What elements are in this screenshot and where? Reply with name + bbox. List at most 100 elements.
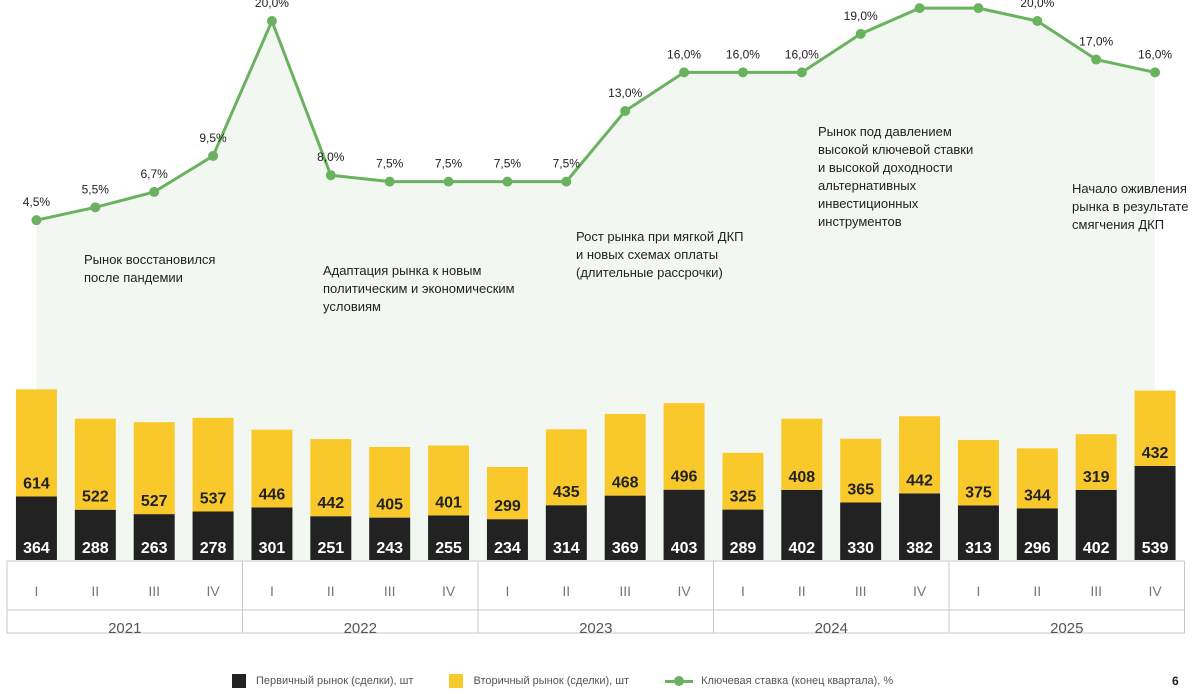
bar-primary-label: 382 xyxy=(906,540,933,557)
bar-primary xyxy=(545,505,587,560)
bar-secondary-label: 344 xyxy=(1024,487,1051,504)
bar-primary xyxy=(251,507,293,560)
annotation-line: рынка в результате xyxy=(1072,199,1188,214)
bar-primary-label: 313 xyxy=(965,540,992,557)
bar-primary-label: 330 xyxy=(847,540,874,557)
annotations: Рынок восстановился после пандемии Адаптац… xyxy=(84,124,1188,314)
x-axis: I II III IV I II III IV I II III IV I II III IV I II III IV… xyxy=(6,560,1185,637)
annotation-line: и высокой доходности xyxy=(818,160,953,175)
bar-primary-label: 296 xyxy=(1024,540,1051,557)
bar-secondary-label: 401 xyxy=(435,495,462,512)
key-rate-point xyxy=(502,176,513,187)
legend-item-key-rate: Ключевая ставка (конец квартала), % xyxy=(665,675,893,687)
bar-secondary-label: 537 xyxy=(200,490,227,507)
bar-primary xyxy=(15,496,57,560)
bar-primary xyxy=(1134,465,1176,560)
legend-item-primary: Первичный рынок (сделки), шт xyxy=(232,674,413,688)
bar-secondary-label: 614 xyxy=(23,475,50,492)
key-rate-label: 19,0% xyxy=(844,9,878,23)
legend-item-secondary: Вторичный рынок (сделки), шт xyxy=(449,674,629,688)
key-rate-point xyxy=(266,16,277,26)
bar-primary-label: 314 xyxy=(553,540,580,557)
key-rate-point xyxy=(1032,16,1043,26)
bar-primary xyxy=(604,495,646,560)
rate-area-fill xyxy=(36,8,1156,560)
bar-secondary xyxy=(604,413,646,496)
bar-primary xyxy=(899,493,941,560)
annotation-line: Начало оживления xyxy=(1072,181,1187,196)
key-rate-point xyxy=(443,176,454,187)
key-rate-point xyxy=(620,105,631,116)
bar-primary xyxy=(722,509,764,560)
key-rate-label: 4,5% xyxy=(23,195,51,209)
key-rate-label: 13,0% xyxy=(608,86,642,100)
quarter-label: III xyxy=(1090,583,1102,599)
bar-secondary xyxy=(369,446,411,518)
bar-secondary xyxy=(251,429,293,508)
key-rate-label: 7,5% xyxy=(494,157,522,171)
bar-secondary xyxy=(74,418,116,510)
annotation-line: высокой ключевой ставки xyxy=(818,142,973,157)
key-rate-label: 9,5% xyxy=(199,131,227,145)
bar-secondary-label: 408 xyxy=(788,469,815,486)
key-rate-point xyxy=(1150,67,1161,78)
key-rate-label: 7,5% xyxy=(376,157,404,171)
annotation-line: Адаптация рынка к новым xyxy=(323,263,481,278)
legend-label-key-rate: Ключевая ставка (конец квартала), % xyxy=(701,675,894,687)
annotation-line: Рынок восстановился xyxy=(84,252,215,267)
key-rate-points: 4,5% 5,5% 6,7% 9,5% 20,0% 8,0% 7,5% 7,5% 7,5% 7,5… xyxy=(23,0,1172,226)
bar-secondary xyxy=(133,422,175,515)
quarter-label: II xyxy=(1033,583,1041,599)
key-rate-point xyxy=(31,215,42,226)
key-rate-label: 7,5% xyxy=(553,157,581,171)
bar-secondary-label: 522 xyxy=(82,489,109,506)
key-rate-label: 6,7% xyxy=(141,167,169,181)
annotation-line: условиям xyxy=(323,299,381,314)
legend-label-primary: Первичный рынок (сделки), шт xyxy=(256,675,414,687)
year-label: 2023 xyxy=(579,620,612,637)
annotation-line: смягчения ДКП xyxy=(1072,217,1164,232)
bar-primary xyxy=(369,517,411,560)
bar-secondary-label: 405 xyxy=(376,497,403,514)
quarter-label: III xyxy=(148,583,160,599)
bar-secondary-label: 365 xyxy=(847,481,874,498)
bar-secondary-label: 432 xyxy=(1142,445,1169,462)
key-rate-label: 20,0% xyxy=(255,0,289,10)
quarter-label: I xyxy=(741,583,745,599)
bar-primary xyxy=(1075,489,1117,560)
bar-primary xyxy=(957,505,999,560)
year-label: 2022 xyxy=(344,620,377,637)
bar-primary xyxy=(192,511,234,560)
quarter-label: I xyxy=(976,583,980,599)
quarter-label: II xyxy=(798,583,806,599)
key-rate-point xyxy=(855,28,866,39)
bar-secondary xyxy=(781,418,823,490)
year-label: 2025 xyxy=(1050,620,1083,637)
bar-primary-label: 251 xyxy=(317,540,344,557)
bar-secondary xyxy=(310,439,352,517)
bar-primary-label: 402 xyxy=(788,540,815,557)
bar-secondary xyxy=(15,389,57,497)
annotation-line: (длительные рассрочки) xyxy=(576,265,723,280)
annotation-line: инвестиционных xyxy=(818,196,919,211)
bar-primary-label: 403 xyxy=(671,540,698,557)
quarter-label: III xyxy=(855,583,867,599)
key-rate-label: 16,0% xyxy=(1138,47,1172,61)
bar-primary xyxy=(781,489,823,560)
bar-primary xyxy=(310,516,352,560)
key-rate-point xyxy=(325,170,336,181)
bar-secondary xyxy=(192,417,234,512)
annotation: Адаптация рынка к новым политическим и эк… xyxy=(323,263,515,314)
bar-secondary xyxy=(1134,390,1176,466)
quarter-label: III xyxy=(384,583,396,599)
key-rate-point xyxy=(737,67,748,78)
bar-primary xyxy=(428,515,470,560)
quarter-label: II xyxy=(562,583,570,599)
key-rate-point xyxy=(973,3,984,14)
quarter-label: IV xyxy=(442,583,456,599)
annotation: Рынок под давлением высокой ключевой став… xyxy=(818,124,973,229)
key-rate-label: 17,0% xyxy=(1079,35,1113,49)
bar-secondary xyxy=(957,439,999,506)
bar-secondary xyxy=(899,416,941,494)
